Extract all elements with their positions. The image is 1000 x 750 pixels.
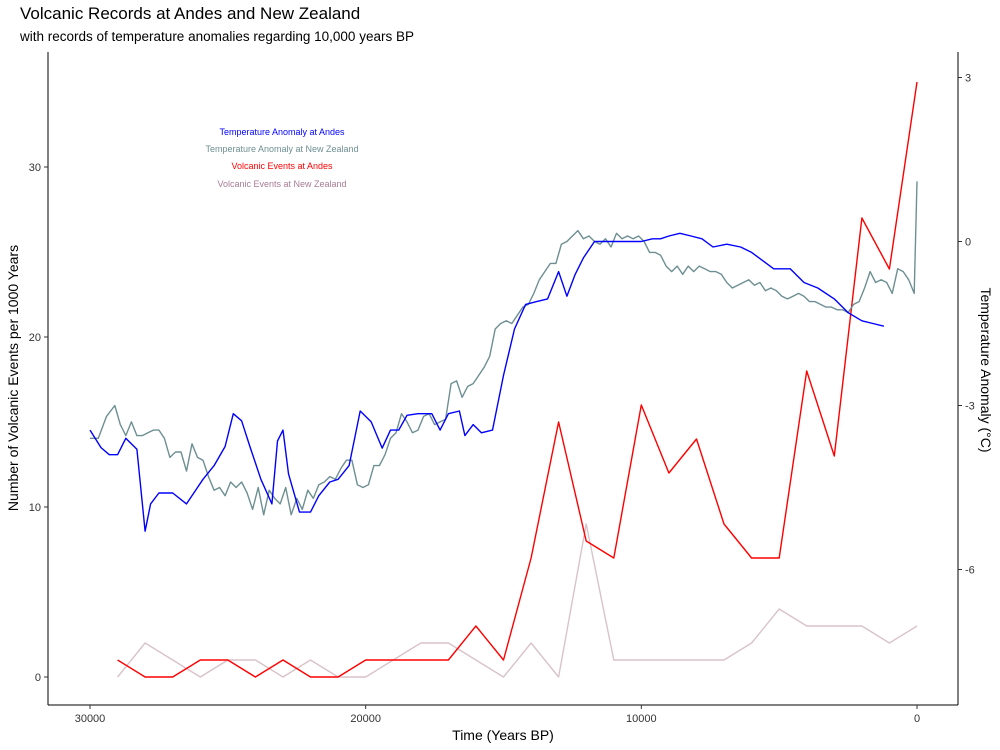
x-tick-label: 30000 xyxy=(75,713,106,725)
legend: Temperature Anomaly at Andes Temperature… xyxy=(205,127,358,189)
series-line-andes-temperature xyxy=(89,232,885,532)
y-axis-right-title: Temperature Anomaly (°C) xyxy=(978,287,994,452)
y-tick-label-right: -3 xyxy=(965,401,975,413)
series-line-nz-temperature xyxy=(90,181,918,516)
y-tick-label-left: 30 xyxy=(29,162,41,174)
x-axis-title: Time (Years BP) xyxy=(452,727,554,743)
x-tick-label: 0 xyxy=(914,713,920,725)
chart-title: Volcanic Records at Andes and New Zealan… xyxy=(20,4,361,23)
legend-item-andes-volcanic: Volcanic Events at Andes xyxy=(231,161,333,171)
x-tick-label: 10000 xyxy=(626,713,657,725)
chart-subtitle: with records of temperature anomalies re… xyxy=(20,29,414,44)
legend-item-nz-temperature: Temperature Anomaly at New Zealand xyxy=(205,144,358,154)
y-tick-label-right: 0 xyxy=(965,237,971,249)
y-tick-label-right: -6 xyxy=(965,565,975,577)
y-tick-label-right: 3 xyxy=(965,73,971,85)
x-tick-label: 20000 xyxy=(350,713,381,725)
series-layer xyxy=(89,81,918,678)
y-axis-left-title: Number of Volcanic Events per 1000 Years xyxy=(5,245,21,511)
y-tick-label-left: 0 xyxy=(35,672,41,684)
y-tick-label-left: 20 xyxy=(29,332,41,344)
series-line-andes-volcanic xyxy=(117,81,918,678)
series-line-nz-volcanic xyxy=(117,523,918,678)
axes-layer: 30000 20000 10000 0 0 10 20 30 -6 -3 0 3 Time (Years… xyxy=(5,52,994,743)
legend-item-andes-temperature: Temperature Anomaly at Andes xyxy=(219,127,345,137)
y-tick-label-left: 10 xyxy=(29,502,41,514)
legend-item-nz-volcanic: Volcanic Events at New Zealand xyxy=(217,179,346,189)
